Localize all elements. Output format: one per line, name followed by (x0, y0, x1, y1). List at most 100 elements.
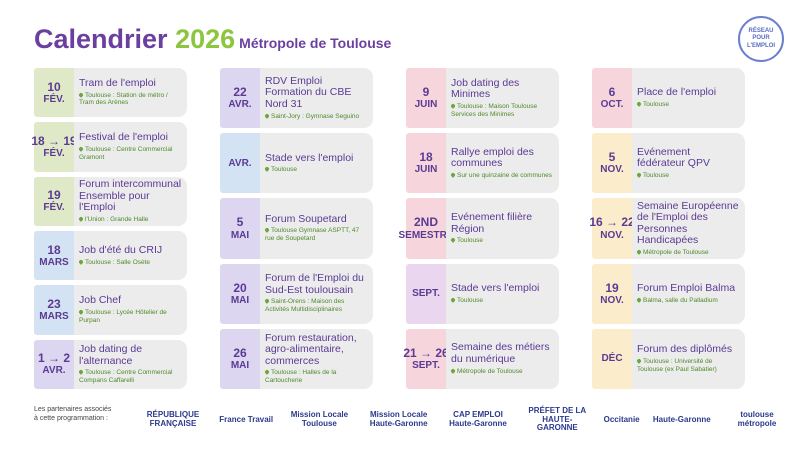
event-info: Job d'été du CRIJ Toulouse : Salle Osète (74, 231, 187, 281)
event-month: MARS (39, 311, 69, 323)
pin-icon (78, 91, 84, 98)
event-card: AVR. Stade vers l'emploi Toulouse (220, 133, 373, 194)
event-month: JUIN (414, 164, 438, 176)
pin-icon (450, 367, 456, 374)
event-card: DÉC Forum des diplômés Toulouse : Universi… (592, 328, 745, 389)
event-date: 20 MAI (220, 263, 260, 324)
event-card: 19 FÉV. Forum intercommunal Ensemble pour … (34, 176, 187, 226)
pin-icon (78, 369, 84, 375)
event-card: 5 NOV. Evénement fédérateur QPV Toulouse (592, 133, 745, 194)
event-card: 19 NOV. Forum Emploi Balma Balma, salle du … (592, 263, 745, 324)
event-month: FÉV. (43, 93, 65, 105)
event-month: DÉC (601, 353, 623, 365)
event-day: 16 → 22 (589, 215, 635, 230)
pin-icon (78, 309, 84, 315)
event-date: DÉC (592, 328, 632, 389)
event-place: Toulouse : Centre Commercial Gramont (78, 145, 182, 162)
event-day: 6 (608, 85, 616, 99)
event-date: 5 NOV. (592, 133, 632, 194)
event-month: MAI (230, 294, 250, 306)
event-info: Tram de l'emploi Toulouse : Station de mé… (74, 68, 187, 118)
event-day: 5 (236, 215, 244, 230)
event-place-text: Toulouse (457, 237, 484, 245)
event-card: 18 MARS Job d'été du CRIJ Toulouse : Salle … (34, 231, 187, 281)
event-day: 23 (47, 296, 61, 311)
partner-logo: toulouse métropole (737, 410, 777, 428)
event-day: 26 (233, 345, 247, 360)
event-month: SEMESTRE (398, 229, 454, 241)
event-place: Toulouse (636, 172, 740, 180)
event-card: 5 MAI Forum Soupetard Toulouse Gymnase ASPT… (220, 198, 373, 259)
event-info: RDV Emploi Formation du CBE Nord 31 Saint… (260, 68, 373, 129)
year: 2026 (175, 24, 236, 54)
event-title: Job Chef (79, 294, 122, 307)
event-month: AVR. (42, 365, 66, 377)
event-date: 2ND SEMESTRE (399, 198, 454, 259)
event-day: 21 → 26 (403, 345, 449, 360)
event-month: NOV. (600, 164, 624, 176)
event-place-text: Métropole de Toulouse (457, 367, 523, 375)
event-month: SEPT. (412, 359, 440, 371)
event-title: Stade vers l'emploi (451, 282, 540, 295)
event-date: 6 OCT. (592, 68, 632, 129)
event-day: 19 (47, 188, 61, 203)
event-place-text: Toulouse : Centre Commercial Gramont (79, 145, 173, 161)
event-title: Forum Emploi Balma (637, 282, 736, 295)
event-place-text: Saint-Jory : Gymnase Seguino (271, 112, 360, 120)
event-day: 22 (233, 85, 247, 99)
event-month: MAI (230, 359, 250, 371)
event-card: 26 MAI Forum restauration, agro-alimentair… (220, 328, 373, 389)
pin-icon (78, 215, 84, 222)
event-place-text: Toulouse : Lycée Hôtelier de Purpan (79, 308, 167, 324)
event-title: Job dating des Minimes (451, 76, 520, 101)
event-card: SEPT. Stade vers l'emploi Toulouse (406, 263, 559, 324)
event-title: Forum de l'Emploi du Sud-Est toulousain (265, 272, 364, 296)
event-title: Evénement fédérateur QPV (637, 145, 710, 170)
title-text: Calendrier (34, 24, 168, 54)
event-place: l'Union : Grande Halle (78, 215, 182, 224)
event-date: 23 MARS (34, 285, 74, 335)
event-info: Forum intercommunal Ensemble pour l'Empl… (74, 176, 187, 226)
event-place: Toulouse (636, 101, 740, 109)
event-card: 10 FÉV. Tram de l'emploi Toulouse : Station… (34, 68, 187, 118)
event-title: Forum intercommunal Ensemble pour l'Empl… (79, 178, 182, 214)
event-date: 22 AVR. (220, 68, 260, 129)
event-info: Forum Emploi Balma Balma, salle du Pallad… (632, 263, 745, 324)
partner-logo: France Travail (219, 414, 274, 424)
event-title: Forum des diplômés (637, 343, 733, 356)
event-date: 21 → 26 SEPT. (403, 328, 449, 389)
event-info: Forum Soupetard Toulouse Gymnase ASPTT, 4… (260, 198, 373, 259)
partner-logo: Mission Locale Toulouse (290, 410, 349, 428)
event-date: 1 → 2 AVR. (34, 339, 74, 389)
event-title: Job dating de l'alternance (79, 342, 143, 367)
event-info: Forum restauration, agro-alimentaire, co… (260, 328, 373, 389)
event-date: 5 MAI (220, 198, 260, 259)
event-place-text: Toulouse : Université de Toulouse (ex Pa… (637, 357, 717, 373)
event-place-text: Balma, salle du Palladium (643, 296, 718, 304)
pin-icon (636, 248, 642, 255)
event-card: 22 AVR. RDV Emploi Formation du CBE Nord 3… (220, 68, 373, 129)
event-card: 18 → 19 FÉV. Festival de l'emploi Toulouse … (31, 122, 187, 172)
event-date: 19 NOV. (592, 263, 632, 324)
event-title: Semaine des métiers du numérique (451, 341, 550, 365)
event-month: FÉV. (43, 202, 65, 214)
partner-logo: CAP EMPLOI Haute-Garonne (449, 410, 507, 428)
event-info: Festival de l'emploi Toulouse : Centre Co… (74, 122, 187, 172)
event-card: 1 → 2 AVR. Job dating de l'alternance Toulo… (34, 339, 187, 389)
event-info: Forum des diplômés Toulouse : Université … (632, 328, 745, 389)
title: Calendrier 2026 Métropole de Toulouse (34, 24, 391, 55)
event-month: MARS (39, 256, 69, 268)
partner-logo: RÉPUBLIQUE FRANÇAISE (146, 410, 200, 428)
event-place: Toulouse : Salle Osète (78, 259, 182, 267)
event-card: 16 → 22 NOV. Semaine Européenne de l'Emplo… (589, 198, 745, 259)
event-day: 5 (608, 150, 616, 165)
event-card: 18 JUIN Rallye emploi des communes Sur une … (406, 133, 559, 194)
event-title: Forum Soupetard (265, 212, 347, 225)
pin-icon (450, 103, 456, 109)
event-date: 18 JUIN (406, 133, 446, 194)
event-place: Métropole de Toulouse (450, 367, 554, 376)
event-place-text: Toulouse : Centre Commercial Compans Caf… (79, 369, 173, 384)
logo: RÉSEAU POUR L'EMPLOI (738, 16, 784, 62)
event-date: 10 FÉV. (34, 68, 74, 118)
